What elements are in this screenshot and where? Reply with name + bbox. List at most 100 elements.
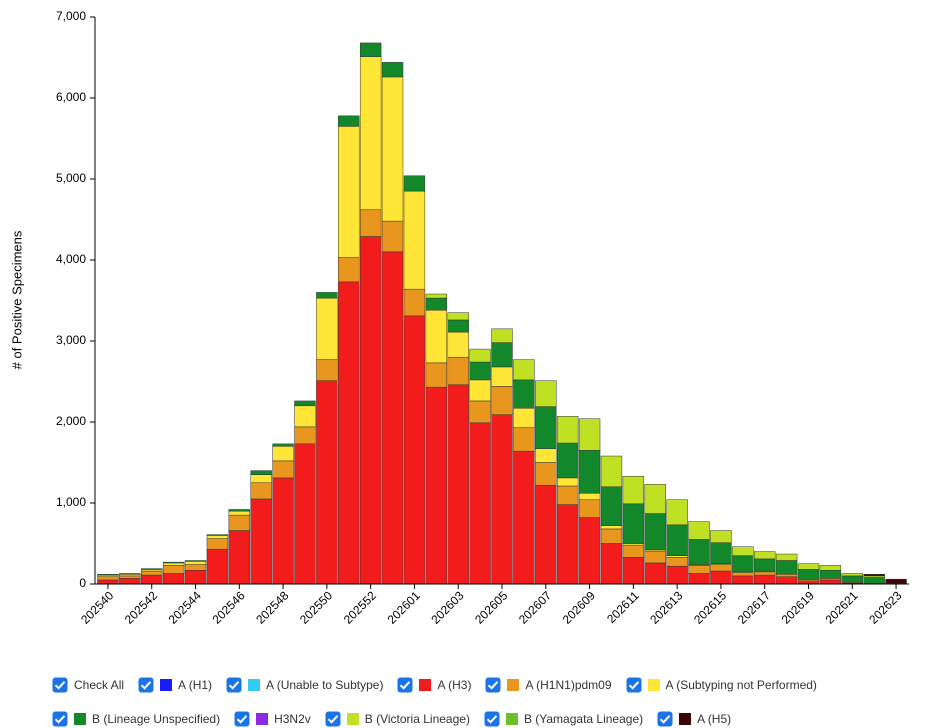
x-tick-label: 202619	[779, 588, 817, 626]
checkbox[interactable]	[397, 677, 413, 693]
legend-label: B (Lineage Unspecified)	[92, 712, 221, 726]
bar-segment	[403, 190, 426, 290]
legend-label: A (H1)	[178, 678, 213, 692]
y-axis-label: # of Positive Specimens	[9, 230, 24, 369]
bar-segment	[688, 565, 710, 574]
checkbox[interactable]	[626, 677, 642, 693]
legend-item[interactable]: A (H1N1)pdm09	[485, 676, 612, 694]
legend-item[interactable]: A (Unable to Subtype)	[226, 676, 383, 694]
bar-segment	[294, 426, 316, 445]
bar-segment	[535, 484, 557, 585]
checkbox[interactable]	[485, 677, 501, 693]
bar-segment	[403, 315, 426, 585]
bar-segment	[141, 568, 163, 570]
bar-segment	[184, 561, 207, 565]
bar-segment	[250, 498, 272, 585]
x-tick-label: 202540	[78, 588, 116, 626]
bar-segment	[119, 578, 141, 585]
bar-segment	[754, 571, 776, 576]
y-tick-label: 6,000	[56, 90, 86, 104]
y-tick-label: 7,000	[56, 9, 86, 23]
chart: # of Positive Specimens 0 1,000 2,000 3,000…	[9, 9, 909, 627]
bar-segment	[119, 575, 141, 579]
checkbox[interactable]	[52, 711, 68, 727]
legend-item[interactable]: Check All	[52, 676, 124, 694]
bar-segment	[644, 551, 666, 564]
bar-segment	[556, 504, 579, 585]
x-tick-label: 202617	[735, 588, 773, 626]
bar-segment	[666, 565, 688, 585]
legend-item[interactable]: A (Subtyping not Performed)	[626, 676, 817, 694]
bar-segment	[513, 359, 535, 381]
bar-segment	[491, 342, 513, 368]
bar-segment	[535, 462, 557, 486]
legend-label: A (Unable to Subtype)	[266, 678, 384, 692]
x-tick-label: 202603	[428, 588, 466, 626]
bar-segment	[644, 484, 666, 514]
bar-segment	[316, 292, 338, 299]
bar-segment	[841, 575, 863, 583]
bar-segment	[732, 546, 754, 556]
bar-segment	[250, 482, 272, 500]
bar-segment	[556, 442, 579, 479]
bar-segment	[556, 416, 579, 444]
bar-segment	[775, 574, 798, 577]
bar-segment	[184, 569, 207, 585]
x-tick-label: 202605	[472, 588, 510, 626]
bar-segment	[732, 572, 754, 577]
bar-segment	[206, 538, 229, 550]
bar-segment	[228, 530, 250, 585]
bar-segment	[162, 562, 185, 566]
checkbox[interactable]	[657, 711, 673, 727]
y-tick-label: 3,000	[56, 333, 86, 347]
legend-item[interactable]: B (Yamagata Lineage)	[484, 710, 643, 728]
checkbox[interactable]	[226, 677, 242, 693]
bar-segment	[447, 319, 469, 333]
checkbox[interactable]	[52, 677, 68, 693]
checkbox[interactable]	[484, 711, 500, 727]
bar-segment	[119, 573, 141, 575]
legend-item[interactable]: A (H5)	[657, 710, 731, 728]
bar-segment	[535, 448, 557, 463]
bar-segment	[710, 570, 732, 585]
bar-segment	[491, 328, 513, 343]
bar-segment	[513, 427, 535, 452]
bar-segment	[863, 574, 885, 577]
bar-segment	[513, 379, 535, 409]
checkbox[interactable]	[234, 711, 250, 727]
legend-item[interactable]: B (Victoria Lineage)	[325, 710, 470, 728]
bar-segment	[469, 348, 491, 363]
legend-item[interactable]: A (H3)	[397, 676, 471, 694]
bar-segment	[184, 560, 207, 562]
legend-swatch	[74, 713, 86, 725]
bar-segment	[228, 509, 250, 512]
bar-segment	[294, 443, 316, 585]
bar-segment	[863, 577, 885, 584]
bar-segment	[381, 62, 404, 78]
bar-segment	[578, 499, 601, 518]
legend-item[interactable]: A (H1)	[138, 676, 212, 694]
bar-segment	[381, 220, 404, 253]
checkbox[interactable]	[325, 711, 341, 727]
x-tick-label: 202607	[516, 588, 554, 626]
bar-segment	[294, 405, 316, 428]
legend-swatch	[160, 679, 173, 691]
legend-label: H3N2v	[274, 712, 311, 726]
bar-segment	[162, 561, 185, 564]
bar-segment	[535, 380, 557, 407]
legend-item[interactable]: B (Lineage Unspecified)	[52, 710, 220, 728]
bar-segment	[294, 400, 316, 407]
bar-segment	[819, 569, 842, 579]
bar-segment	[513, 450, 535, 585]
bar-segment	[535, 406, 557, 449]
bar-segment	[666, 524, 688, 556]
legend-swatch	[505, 713, 518, 725]
checkbox[interactable]	[138, 677, 154, 693]
x-tick-label: 202546	[209, 588, 247, 626]
legend-item[interactable]: H3N2v	[234, 710, 311, 728]
bar-segment	[425, 293, 448, 299]
legend-swatch	[419, 679, 432, 691]
bar-segment	[841, 573, 863, 577]
bar-segment	[556, 485, 579, 505]
bar-segment	[775, 553, 798, 561]
